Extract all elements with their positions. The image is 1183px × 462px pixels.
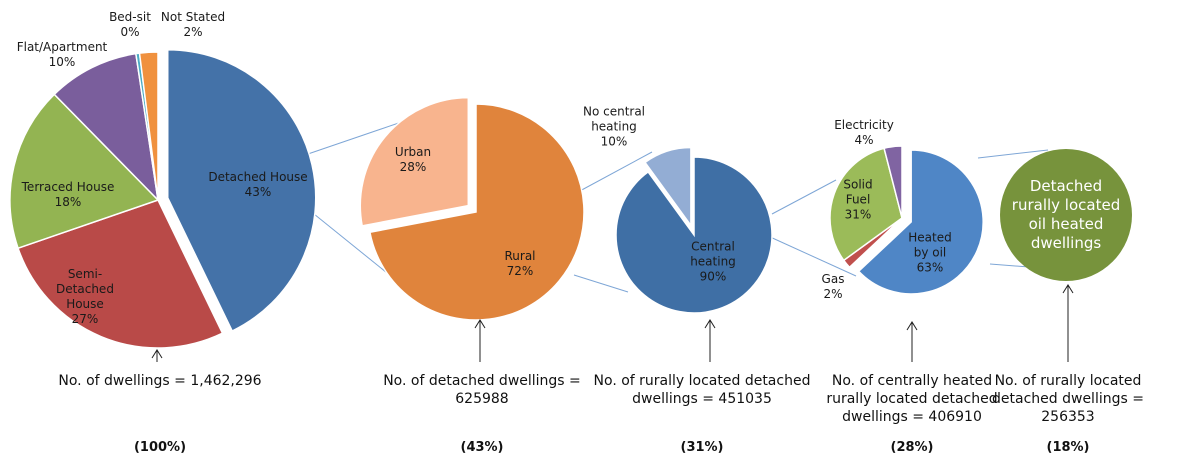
slice-label: Electricity 4% [829, 118, 899, 148]
connector [573, 274, 629, 293]
pie-slice [17, 199, 224, 349]
value-label: 4% [854, 133, 874, 147]
arrow-head [1062, 284, 1074, 294]
category-name: Gas [821, 272, 845, 286]
caption: No. of centrally heated rurally located … [826, 373, 998, 425]
category-name: Detached House [208, 170, 308, 184]
caption: No. of dwellings = 1,462,296 [58, 373, 262, 389]
arrow-head [906, 321, 918, 331]
slice-label: Flat/Apartment 10% [12, 40, 112, 70]
slice-label: Solid Fuel 31% [838, 178, 878, 223]
slice-label: Central heating 90% [678, 240, 748, 285]
value-label: 90% [699, 269, 727, 284]
pie-slice [53, 52, 160, 203]
share-label: (31%) [680, 440, 724, 455]
category-name: Flat/Apartment [16, 40, 108, 54]
category-name: Central heating [690, 239, 736, 269]
caption: No. of rurally located detached dwelling… [992, 373, 1144, 425]
connector [771, 179, 837, 215]
slice-label: Gas 2% [818, 272, 848, 302]
circle-label: Detached rurally located oil heated dwel… [1011, 177, 1121, 252]
category-name: Bed-sit [109, 10, 151, 24]
share-label: (100%) [133, 440, 187, 455]
category-name: Rural [504, 249, 536, 263]
value-label: 0% [120, 25, 140, 39]
value-label: 28% [399, 160, 427, 174]
value-label: 72% [506, 264, 534, 278]
pie-slice [829, 147, 903, 262]
slice-label: Heated by oil 63% [900, 231, 960, 276]
slice-label: Not Stated 2% [158, 10, 228, 40]
connector [977, 149, 1049, 159]
value-label: 2% [823, 287, 843, 301]
arrow-head [151, 349, 163, 359]
value-label: 10% [600, 134, 628, 149]
result-circle [1000, 149, 1132, 281]
value-label: 31% [844, 207, 872, 222]
pie-slice [9, 93, 160, 250]
arrow-head [704, 319, 716, 329]
pie-slice [359, 96, 470, 227]
arrow-head [474, 319, 486, 329]
share-label: (43%) [460, 440, 504, 455]
category-name: Urban [394, 145, 432, 159]
slice-label: Urban 28% [388, 145, 438, 175]
slice-label: Detached House 43% [198, 170, 318, 200]
caption: No. of detached dwellings = 625988 [383, 373, 581, 407]
share-label: (18%) [1046, 440, 1090, 455]
value-label: 63% [916, 260, 944, 275]
category-name: Heated by oil [908, 230, 952, 260]
slice-label: Terraced House 18% [13, 180, 123, 210]
value-label: 10% [48, 55, 76, 69]
category-name: No central heating [582, 104, 646, 134]
pie-slice [369, 103, 585, 321]
pie-slice [883, 145, 903, 219]
slice-label: No central heating 10% [569, 105, 659, 150]
caption: No. of rurally located detached dwelling… [593, 373, 811, 407]
pie-slice [857, 149, 984, 295]
value-label: 18% [54, 195, 82, 209]
connector [577, 151, 653, 193]
value-label: 43% [244, 185, 272, 199]
slice-label: Semi-Detached House 27% [40, 267, 130, 327]
category-name: Terraced House [21, 180, 115, 194]
category-name: Not Stated [160, 10, 226, 24]
category-name: Semi-Detached House [56, 267, 114, 311]
category-name: Electricity [834, 118, 894, 132]
pie-slice [166, 49, 317, 332]
pie-slice [615, 156, 773, 314]
pie-slice [138, 51, 159, 201]
connector [767, 235, 857, 277]
slice-label: Bed-sit 0% [105, 10, 155, 40]
category-name: Solid Fuel [843, 177, 873, 207]
share-label: (28%) [890, 440, 934, 455]
pie-slice [644, 146, 692, 228]
value-label: 27% [71, 312, 99, 326]
value-label: 2% [183, 25, 203, 39]
slice-label: Rural 72% [495, 249, 545, 279]
